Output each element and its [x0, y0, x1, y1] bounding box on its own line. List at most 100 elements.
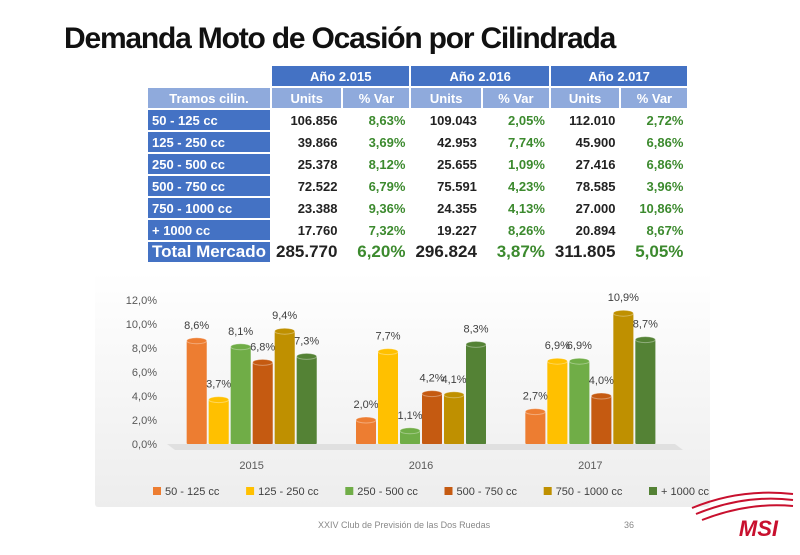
chart-floor	[167, 444, 683, 450]
var-cell: 9,36%	[341, 196, 412, 220]
sub-header: % Var	[619, 86, 690, 110]
page-title: Demanda Moto de Ocasión por Cilindrada	[64, 22, 616, 55]
bar-cap	[296, 352, 318, 360]
y-tick-label: 4,0%	[132, 391, 157, 403]
logo-swoosh	[701, 504, 794, 521]
y-tick-label: 0,0%	[132, 439, 157, 451]
total-label: Total Mercado	[146, 240, 272, 264]
logo-swoosh	[695, 497, 794, 515]
legend-swatch	[246, 487, 255, 495]
units-cell: 23.388	[269, 196, 344, 220]
bar	[525, 411, 546, 444]
data-label: 9,4%	[272, 310, 297, 322]
var-cell: 3,69%	[341, 130, 412, 154]
var-cell: 2,05%	[480, 108, 551, 132]
year-header: Año 2.015	[269, 64, 412, 88]
data-label: 6,9%	[545, 340, 570, 352]
x-tick-label: 2017	[578, 460, 602, 472]
sub-header: % Var	[480, 86, 551, 110]
table-row: 750 - 1000 cc 23.388 9,36% 24.355 4,13% …	[146, 196, 690, 220]
units-cell: 112.010	[548, 108, 622, 132]
x-tick-label: 2016	[409, 460, 433, 472]
sub-header: Units	[269, 86, 344, 110]
data-label: 1,1%	[397, 410, 422, 422]
bar-cap	[186, 337, 208, 345]
data-label: 10,9%	[608, 292, 639, 304]
bar	[569, 361, 590, 444]
x-tick-label: 2015	[239, 460, 263, 472]
var-cell: 1,09%	[480, 152, 551, 176]
data-label: 2,0%	[353, 399, 378, 411]
var-cell: 7,32%	[341, 218, 412, 242]
var-cell: 10,86%	[619, 196, 690, 220]
bar-cap	[230, 343, 252, 351]
col-label-header: Tramos cilin.	[146, 86, 272, 110]
bar-cap	[208, 396, 230, 404]
sub-header: Units	[409, 86, 483, 110]
units-cell: 25.378	[269, 152, 344, 176]
bar-cap	[524, 408, 546, 416]
var-cell: 6,79%	[341, 174, 412, 198]
data-label: 7,3%	[294, 335, 319, 347]
var-cell: 8,12%	[341, 152, 412, 176]
data-label: 3,7%	[206, 379, 231, 391]
units-cell: 42.953	[409, 130, 483, 154]
bar-cap	[399, 427, 421, 435]
bar	[296, 356, 317, 444]
bar	[613, 313, 634, 444]
legend-label: 50 - 125 cc	[165, 486, 220, 498]
sub-header: % Var	[341, 86, 412, 110]
table-corner	[146, 64, 272, 88]
units-cell: 19.227	[409, 218, 483, 242]
bar-cap	[634, 336, 656, 344]
page-number: 36	[624, 520, 635, 530]
units-cell: 20.894	[548, 218, 622, 242]
data-label: 8,6%	[184, 320, 209, 332]
legend-label: 250 - 500 cc	[357, 486, 418, 498]
data-table: Año 2.015 Año 2.016 Año 2.017 Tramos cil…	[146, 64, 690, 264]
bar-cap	[546, 357, 568, 365]
data-label: 6,8%	[250, 341, 275, 353]
bar-cap	[612, 309, 634, 317]
bar-cap	[421, 390, 443, 398]
year-header-row: Año 2.015 Año 2.016 Año 2.017	[146, 64, 690, 88]
var-cell: 8,63%	[341, 108, 412, 132]
row-label: + 1000 cc	[146, 218, 272, 242]
legend-label: 500 - 750 cc	[457, 486, 518, 498]
bar	[356, 420, 376, 444]
bar	[591, 396, 612, 444]
units-cell: 27.416	[548, 152, 622, 176]
var-cell: 3,96%	[619, 174, 690, 198]
legend-label: + 1000 cc	[661, 486, 710, 498]
units-cell: 24.355	[409, 196, 483, 220]
row-label: 500 - 750 cc	[146, 174, 272, 198]
var-cell: 8,26%	[480, 218, 551, 242]
bar	[444, 394, 464, 444]
msi-logo: MSI	[691, 491, 794, 540]
y-tick-label: 8,0%	[132, 343, 157, 355]
bar	[466, 344, 486, 444]
legend-swatch	[444, 487, 453, 495]
row-label: 750 - 1000 cc	[146, 196, 272, 220]
bar	[230, 346, 251, 444]
year-header: Año 2.016	[409, 64, 551, 88]
units-cell: 39.866	[269, 130, 344, 154]
y-tick-label: 12,0%	[126, 295, 157, 307]
bar-cap	[465, 340, 487, 348]
bar-cap	[568, 357, 590, 365]
legend-swatch	[153, 487, 161, 495]
year-header: Año 2.017	[548, 64, 690, 88]
var-cell: 7,74%	[480, 130, 551, 154]
sub-header: Units	[548, 86, 622, 110]
units-cell: 25.655	[409, 152, 483, 176]
table-row: 250 - 500 cc 25.378 8,12% 25.655 1,09% 2…	[146, 152, 690, 176]
units-cell: 78.585	[548, 174, 622, 198]
total-units-cell: 311.805	[548, 240, 622, 264]
bar-chart: 0,0% 2,0% 4,0% 6,0% 8,0% 10,0% 12,0% 8,6% 3,7% 8,…	[126, 292, 710, 498]
bar	[635, 339, 656, 444]
units-cell: 106.856	[269, 108, 344, 132]
bar	[208, 399, 229, 444]
units-cell: 75.591	[409, 174, 483, 198]
total-var-cell: 3,87%	[480, 240, 551, 264]
row-label: 250 - 500 cc	[146, 152, 272, 176]
